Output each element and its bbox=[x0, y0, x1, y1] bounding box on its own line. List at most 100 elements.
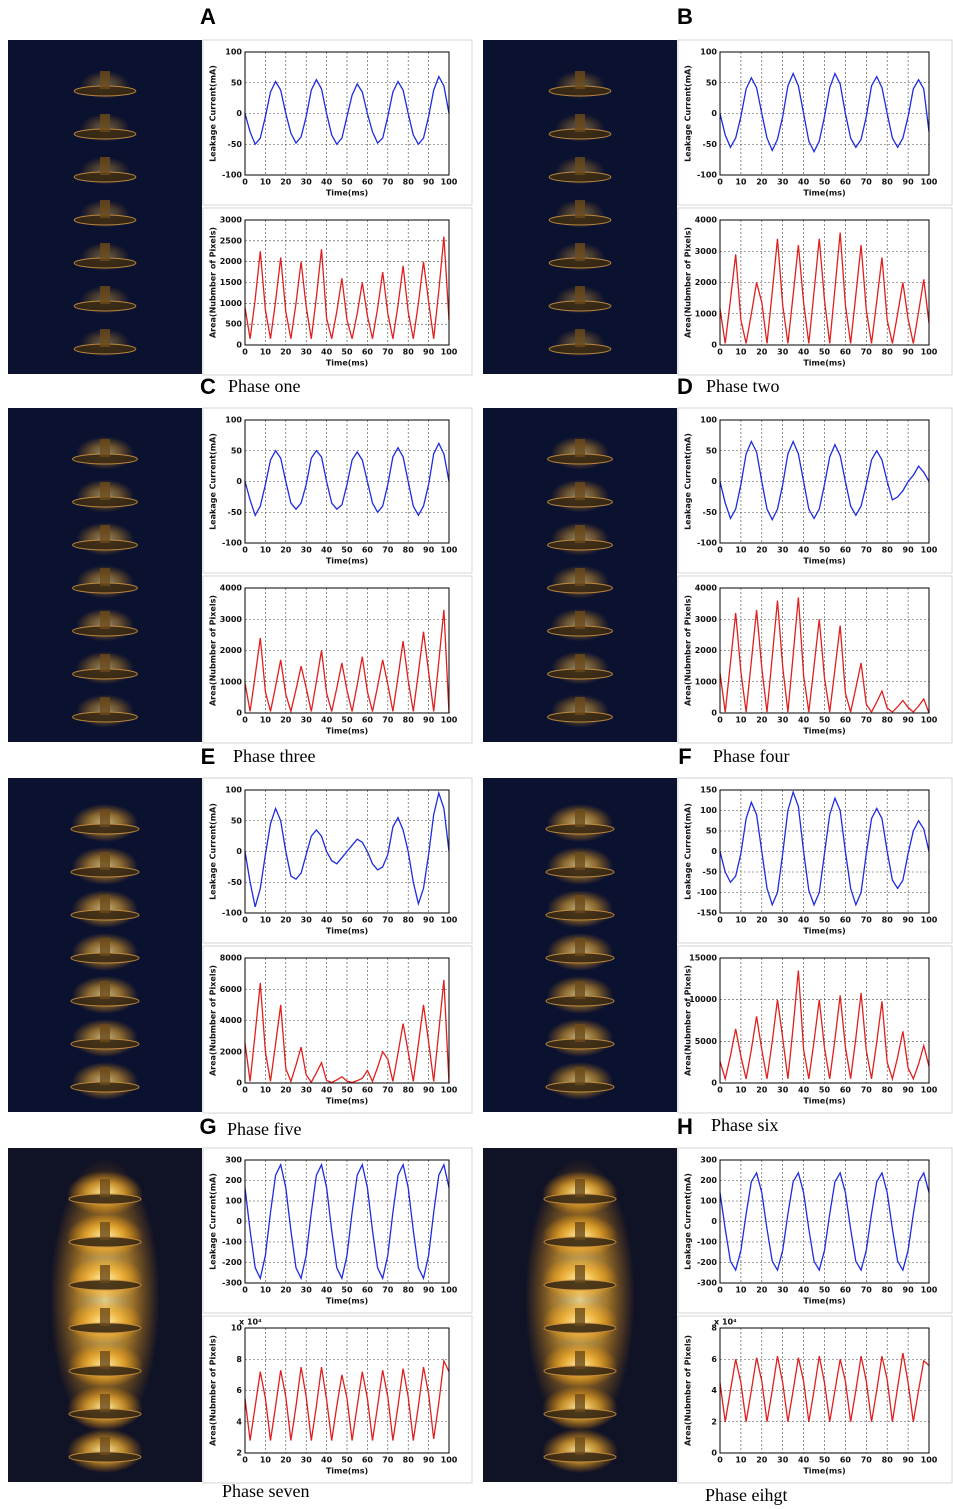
y-tick-label: 1500 bbox=[220, 278, 243, 287]
y-tick-label: -50 bbox=[228, 140, 243, 149]
x-tick-label: 30 bbox=[777, 716, 789, 725]
x-tick-label: 20 bbox=[756, 348, 768, 357]
x-tick-label: 0 bbox=[717, 178, 723, 187]
insulator-stem bbox=[100, 482, 110, 500]
insulator-stem bbox=[575, 1308, 585, 1326]
x-tick-label: 30 bbox=[301, 1086, 313, 1095]
x-tick-label: 20 bbox=[756, 1456, 768, 1465]
insulator-stem bbox=[575, 1437, 585, 1455]
plot-border bbox=[719, 1327, 930, 1454]
x-tick-label: 10 bbox=[260, 546, 272, 555]
x-tick-label: 50 bbox=[341, 1086, 353, 1095]
x-tick-label: 60 bbox=[362, 1286, 374, 1295]
x-tick-label: 20 bbox=[756, 716, 768, 725]
x-tick-label: 80 bbox=[882, 1086, 894, 1095]
x-tick-label: 20 bbox=[756, 178, 768, 187]
x-tick-label: 60 bbox=[362, 716, 374, 725]
x-tick-label: 40 bbox=[798, 348, 810, 357]
x-tick-label: 40 bbox=[321, 178, 333, 187]
x-tick-label: 80 bbox=[882, 178, 894, 187]
y-tick-label: 0 bbox=[711, 1217, 717, 1226]
y-tick-label: 0 bbox=[236, 109, 242, 118]
x-tick-label: 10 bbox=[735, 1456, 747, 1465]
x-tick-label: 80 bbox=[882, 348, 894, 357]
y-tick-label: 4 bbox=[236, 1417, 242, 1426]
plot-border bbox=[244, 219, 450, 346]
insulator-stem bbox=[100, 1179, 110, 1197]
plot-border bbox=[719, 1159, 930, 1284]
x-tick-label: 100 bbox=[921, 348, 938, 357]
x-tick-label: 100 bbox=[921, 1456, 938, 1465]
y-tick-label: 100 bbox=[700, 416, 717, 425]
x-tick-label: 90 bbox=[903, 1456, 915, 1465]
x-axis-title: Time(ms) bbox=[803, 359, 845, 368]
insulator-stem bbox=[100, 157, 110, 175]
x-tick-label: 0 bbox=[242, 1286, 248, 1295]
y-tick-label: 0 bbox=[711, 341, 717, 350]
chart-frame bbox=[677, 1147, 953, 1314]
x-tick-label: 0 bbox=[717, 916, 723, 925]
insulator-stem bbox=[100, 697, 110, 715]
insulator-stem bbox=[575, 482, 585, 500]
x-tick-label: 90 bbox=[903, 1286, 915, 1295]
x-tick-label: 60 bbox=[362, 916, 374, 925]
x-tick-label: 40 bbox=[321, 916, 333, 925]
insulator-stem bbox=[575, 895, 585, 913]
plot-border bbox=[244, 587, 450, 714]
x-tick-label: 0 bbox=[717, 1456, 723, 1465]
insulator-stem bbox=[575, 852, 585, 870]
x-tick-label: 20 bbox=[756, 916, 768, 925]
y-tick-label: -50 bbox=[703, 140, 718, 149]
y-tick-label: -100 bbox=[222, 171, 242, 180]
insulator-stem bbox=[100, 1351, 110, 1369]
y-tick-label: 2 bbox=[236, 1449, 242, 1458]
x-tick-label: 60 bbox=[840, 348, 852, 357]
x-tick-label: 40 bbox=[321, 348, 333, 357]
x-tick-label: 40 bbox=[321, 1286, 333, 1295]
y-tick-label: 2000 bbox=[695, 278, 718, 287]
plot-border bbox=[244, 1327, 450, 1454]
y-tick-label: 4000 bbox=[220, 1016, 243, 1025]
chart-frame bbox=[677, 407, 953, 574]
y-tick-label: -150 bbox=[697, 909, 717, 918]
x-axis-title: Time(ms) bbox=[803, 189, 845, 198]
x-tick-label: 80 bbox=[403, 916, 415, 925]
y-tick-label: 100 bbox=[700, 806, 717, 815]
x-tick-label: 0 bbox=[717, 716, 723, 725]
y-tick-label: 0 bbox=[711, 847, 717, 856]
x-tick-label: 50 bbox=[341, 348, 353, 357]
y-axis-title: Area(Nubmber of Pixels) bbox=[684, 965, 693, 1076]
axis-multiplier: x 10⁴ bbox=[239, 1318, 262, 1327]
chart-frame bbox=[677, 1315, 953, 1484]
plot-border bbox=[719, 789, 930, 914]
x-tick-label: 10 bbox=[735, 916, 747, 925]
x-tick-label: 50 bbox=[819, 1286, 831, 1295]
y-tick-label: 50 bbox=[231, 78, 243, 87]
x-tick-label: 70 bbox=[861, 178, 873, 187]
data-line bbox=[244, 609, 450, 714]
y-tick-label: 50 bbox=[706, 827, 718, 836]
x-tick-label: 0 bbox=[717, 348, 723, 357]
x-tick-label: 90 bbox=[903, 348, 915, 357]
y-tick-label: 2500 bbox=[220, 236, 243, 245]
x-axis-title: Time(ms) bbox=[326, 189, 368, 198]
x-tick-label: 70 bbox=[861, 1086, 873, 1095]
x-tick-label: 0 bbox=[242, 1086, 248, 1095]
x-tick-label: 90 bbox=[903, 716, 915, 725]
x-tick-label: 10 bbox=[260, 716, 272, 725]
insulator-stem bbox=[575, 1351, 585, 1369]
data-line bbox=[244, 790, 450, 908]
y-tick-label: 2000 bbox=[220, 1047, 243, 1056]
data-line bbox=[244, 75, 450, 146]
plot-border bbox=[244, 51, 450, 176]
x-tick-label: 70 bbox=[382, 1086, 394, 1095]
y-axis-title: Leakage Current(mA) bbox=[684, 433, 693, 530]
insulator-stem bbox=[575, 1265, 585, 1283]
y-tick-label: 100 bbox=[225, 786, 242, 795]
y-tick-label: 5000 bbox=[695, 1037, 718, 1046]
insulator-stem bbox=[100, 1265, 110, 1283]
x-tick-label: 80 bbox=[403, 1086, 415, 1095]
x-tick-label: 80 bbox=[403, 1286, 415, 1295]
x-tick-label: 70 bbox=[382, 916, 394, 925]
x-tick-label: 20 bbox=[280, 1286, 292, 1295]
